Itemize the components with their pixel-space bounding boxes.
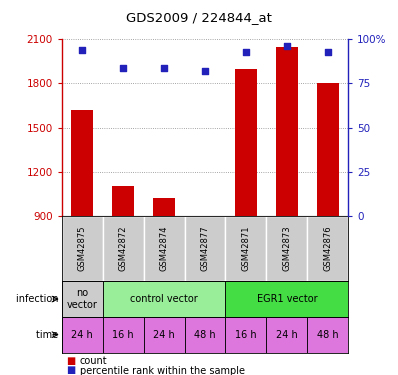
Bar [103,317,144,352]
Point [202,68,208,74]
Bar [103,281,225,317]
Text: no
vector: no vector [67,288,98,310]
Text: infection: infection [16,294,62,304]
Bar [62,216,103,281]
Bar [112,186,135,216]
Point [79,47,85,53]
Text: GSM42871: GSM42871 [242,226,250,271]
Bar [62,317,103,352]
Text: GDS2009 / 224844_at: GDS2009 / 224844_at [126,11,272,24]
Bar [225,216,266,281]
Text: ■: ■ [66,366,75,375]
Bar [275,47,298,216]
Text: count: count [80,356,107,366]
Text: 24 h: 24 h [71,330,93,340]
Bar [185,216,225,281]
Bar [225,317,266,352]
Text: 24 h: 24 h [153,330,175,340]
Text: percentile rank within the sample: percentile rank within the sample [80,366,245,375]
Bar [103,216,144,281]
Bar [307,216,348,281]
Bar [144,216,185,281]
Bar [266,216,307,281]
Bar [71,110,94,216]
Bar [316,84,339,216]
Bar [225,281,348,317]
Text: GSM42872: GSM42872 [119,226,128,271]
Text: GSM42876: GSM42876 [323,226,332,271]
Bar [185,317,225,352]
Text: GSM42875: GSM42875 [78,226,87,271]
Text: 16 h: 16 h [112,330,134,340]
Bar [307,317,348,352]
Point [325,49,331,55]
Text: 24 h: 24 h [276,330,298,340]
Bar [153,198,175,216]
Text: GSM42877: GSM42877 [201,226,209,271]
Text: 48 h: 48 h [194,330,216,340]
Text: ■: ■ [66,356,75,366]
Text: EGR1 vector: EGR1 vector [257,294,317,304]
Text: time: time [37,330,62,340]
Text: 16 h: 16 h [235,330,257,340]
Point [243,49,249,55]
Text: GSM42873: GSM42873 [282,226,291,271]
Bar [235,69,257,216]
Text: 48 h: 48 h [317,330,339,340]
Point [284,44,290,50]
Point [120,64,126,70]
Text: control vector: control vector [130,294,198,304]
Bar [62,281,103,317]
Point [161,64,167,70]
Bar [194,216,216,220]
Text: GSM42874: GSM42874 [160,226,168,271]
Bar [266,317,307,352]
Bar [144,317,185,352]
